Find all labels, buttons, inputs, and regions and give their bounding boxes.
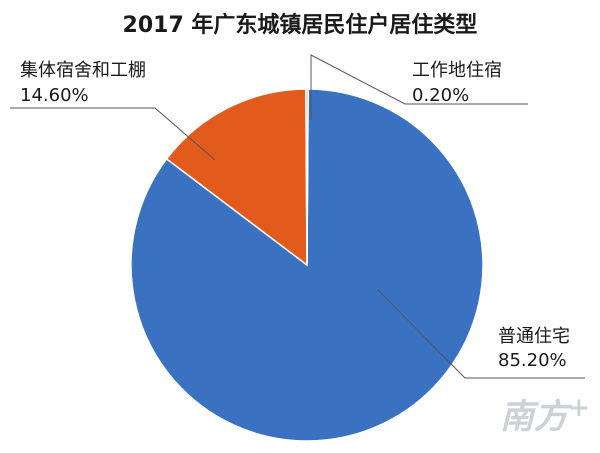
slice-dormitory — [165, 88, 308, 267]
chart-title: 2017 年广东城镇居民住户居住类型 — [123, 12, 478, 38]
slice-value-dormitory: 14.60% — [20, 85, 89, 106]
leader-residential — [377, 289, 585, 379]
slice-label-dormitory: 集体宿舍和工棚 — [20, 60, 146, 81]
pie-slices — [130, 88, 484, 442]
watermark-logo: 南方+ — [500, 393, 590, 437]
leader-lines — [10, 54, 585, 379]
leader-dormitory — [10, 107, 216, 161]
slice-value-workplace: 0.20% — [412, 85, 469, 106]
leader-workplace — [310, 54, 528, 120]
slice-label-residential: 普通住宅 — [498, 326, 570, 347]
slice-workplace — [305, 88, 309, 266]
slice-value-residential: 85.20% — [498, 350, 567, 371]
slice-label-workplace: 工作地住宿 — [412, 60, 502, 81]
